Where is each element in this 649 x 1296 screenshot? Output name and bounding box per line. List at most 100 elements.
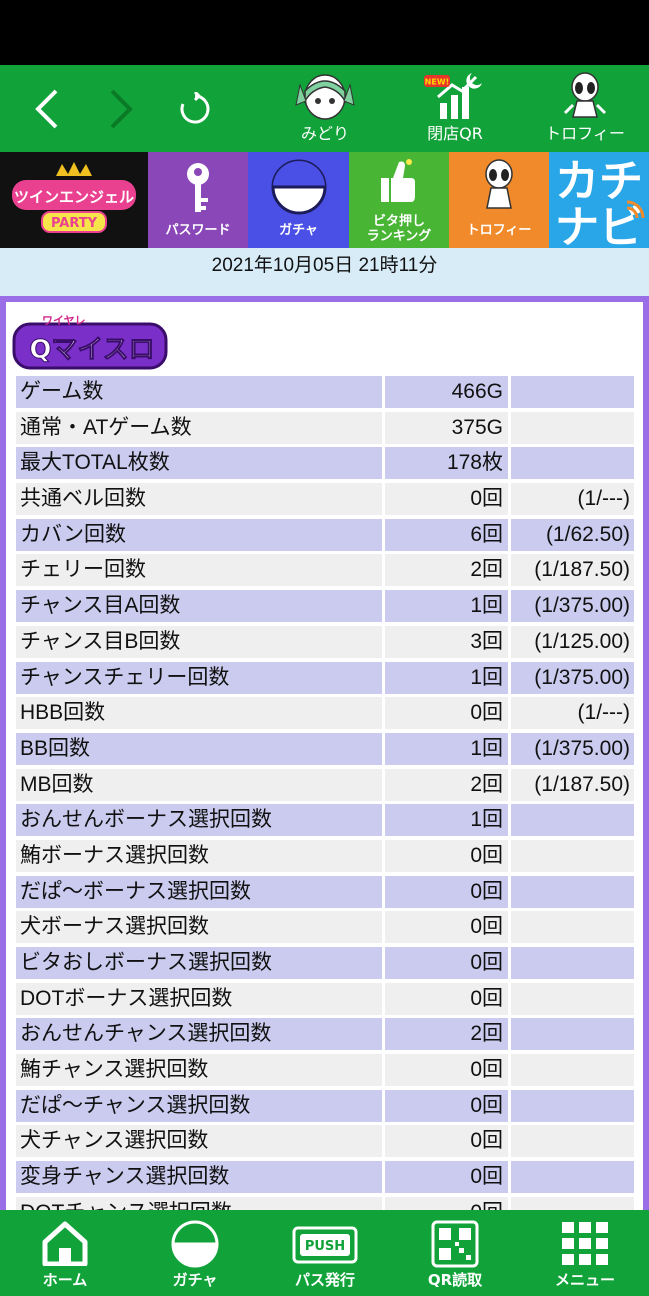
bottom-nav-gacha-label: ガチャ [172, 1271, 218, 1289]
banner-password[interactable]: パスワード [148, 152, 248, 248]
stat-value: 3回 [385, 625, 508, 658]
table-row: MB回数 2回 (1/187.50) [16, 767, 634, 803]
stat-value: 178枚 [385, 447, 508, 480]
banner-trophy-label: トロフィー [466, 223, 532, 238]
table-row: ビタおしボーナス選択回数 0回 [16, 945, 634, 981]
table-row: 鮪ボーナス選択回数 0回 [16, 838, 634, 874]
stat-rate [511, 947, 634, 979]
back-button[interactable] [22, 65, 72, 152]
reload-button[interactable] [170, 65, 220, 152]
table-row: HBB回数 0回 (1/---) [16, 695, 634, 731]
push-button-icon: PUSH [292, 1226, 358, 1264]
stat-value: 375G [385, 411, 508, 444]
stat-rate [511, 1089, 634, 1122]
stat-value: 2回 [385, 768, 508, 801]
stat-name: チャンスチェリー回数 [16, 661, 382, 694]
top-nav: みどり NEW! 閉店QR トロフィー [0, 65, 649, 152]
forward-button[interactable] [96, 65, 146, 152]
bottom-nav-pass[interactable]: PUSH パス発行 [260, 1210, 390, 1296]
qmyslo-sub-text: ワイヤレ [42, 314, 86, 327]
nav-midori-label: みどり [300, 124, 349, 143]
status-bar [0, 0, 649, 65]
stat-rate: (1/375.00) [511, 590, 634, 623]
stat-value: 0回 [385, 911, 508, 944]
table-row: 犬チャンス選択回数 0回 [16, 1123, 634, 1159]
qmyslo-logo-text: Qマイスロ [29, 335, 154, 365]
stat-name: 犬ボーナス選択回数 [16, 911, 382, 944]
stat-rate: (1/187.50) [511, 768, 634, 801]
nav-trophy[interactable]: トロフィー [530, 65, 640, 152]
stat-name: 鮪チャンス選択回数 [16, 1054, 382, 1087]
banner-gacha[interactable]: ガチャ [248, 152, 349, 248]
table-row: チェリー回数 2回 (1/187.50) [16, 552, 634, 588]
stat-name: おんせんボーナス選択回数 [16, 804, 382, 837]
kachinavi-logo-icon: カチ ナビ [555, 156, 645, 248]
alien-trophy-icon [485, 159, 513, 209]
stat-value: 2回 [385, 1018, 508, 1051]
banner-bita-ranking[interactable]: ビタ押し ランキング [349, 152, 449, 248]
stat-rate [511, 1161, 634, 1194]
bottom-nav-qr[interactable]: QR読取 [390, 1210, 520, 1296]
stat-name: MB回数 [16, 768, 382, 801]
stat-rate: (1/125.00) [511, 625, 634, 658]
nav-closing-qr-label: 閉店QR [427, 124, 483, 143]
bottom-nav-home-label: ホーム [42, 1271, 88, 1289]
table-row: 通常・ATゲーム数 375G [16, 410, 634, 446]
stat-rate [511, 1054, 634, 1087]
stat-name: 通常・ATゲーム数 [16, 411, 382, 444]
stat-value: 0回 [385, 1054, 508, 1087]
stat-rate [511, 411, 634, 444]
new-badge: NEW! [425, 78, 450, 87]
stat-rate [511, 447, 634, 480]
banner-gacha-label: ガチャ [279, 223, 318, 238]
stats-panel-inner: ワイヤレ Qマイスロ ゲーム数 466G 通常・ATゲーム数 375G 最大TOTAL枚… [6, 302, 643, 1229]
bottom-nav-qr-label: QR読取 [427, 1271, 483, 1289]
stat-name: だぱ～ボーナス選択回数 [16, 875, 382, 908]
bottom-nav-menu[interactable]: メニュー [520, 1210, 649, 1296]
nav-midori[interactable]: みどり [270, 65, 380, 152]
thumbs-up-icon [381, 159, 415, 202]
bottom-nav-menu-label: メニュー [554, 1271, 615, 1289]
stat-name: カバン回数 [16, 518, 382, 551]
party-logo-text: PARTY [51, 216, 98, 231]
stat-name: 最大TOTAL枚数 [16, 447, 382, 480]
table-row: 共通ベル回数 0回 (1/---) [16, 481, 634, 517]
nav-trophy-label: トロフィー [545, 124, 625, 143]
alien-icon [563, 72, 607, 118]
stat-name: おんせんチャンス選択回数 [16, 1018, 382, 1051]
table-row: BB回数 1回 (1/375.00) [16, 731, 634, 767]
reload-icon [180, 91, 210, 123]
stat-rate [511, 376, 634, 408]
banner-trophy[interactable]: トロフィー [449, 152, 549, 248]
bottom-nav: ホーム ガチャ PUSH パス発行 QR読取 [0, 1210, 649, 1296]
stat-rate: (1/62.50) [511, 518, 634, 551]
stat-name: チャンス目B回数 [16, 625, 382, 658]
key-icon [187, 163, 209, 212]
push-icon-text: PUSH [305, 1239, 345, 1254]
stat-value: 466G [385, 376, 508, 408]
stat-value: 0回 [385, 483, 508, 516]
home-icon [42, 1221, 88, 1266]
svg-text:カチ: カチ [555, 156, 643, 207]
stat-name: 犬チャンス選択回数 [16, 1125, 382, 1158]
bottom-nav-pass-label: パス発行 [294, 1271, 355, 1289]
bottom-nav-home[interactable]: ホーム [0, 1210, 130, 1296]
table-row: チャンス目B回数 3回 (1/125.00) [16, 624, 634, 660]
table-row: 最大TOTAL枚数 178枚 [16, 445, 634, 481]
stat-value: 0回 [385, 1125, 508, 1158]
table-row: チャンス目A回数 1回 (1/375.00) [16, 588, 634, 624]
stat-value: 0回 [385, 839, 508, 872]
stat-rate [511, 875, 634, 908]
stat-name: HBB回数 [16, 697, 382, 730]
banner-password-label: パスワード [165, 223, 231, 238]
banner-kachinavi[interactable]: カチ ナビ [549, 152, 649, 248]
nav-closing-qr[interactable]: NEW! 閉店QR [400, 65, 510, 152]
stat-name: だぱ～チャンス選択回数 [16, 1089, 382, 1122]
qr-code-icon [431, 1220, 479, 1268]
table-row: カバン回数 6回 (1/62.50) [16, 517, 634, 553]
bottom-nav-gacha[interactable]: ガチャ [130, 1210, 260, 1296]
stat-value: 2回 [385, 554, 508, 587]
stat-name: 変身チャンス選択回数 [16, 1161, 382, 1194]
banner-twin-angel-party[interactable]: ツインエンジェル PARTY [0, 152, 148, 248]
banner-bita-ranking-label: ビタ押し ランキング [349, 214, 449, 244]
